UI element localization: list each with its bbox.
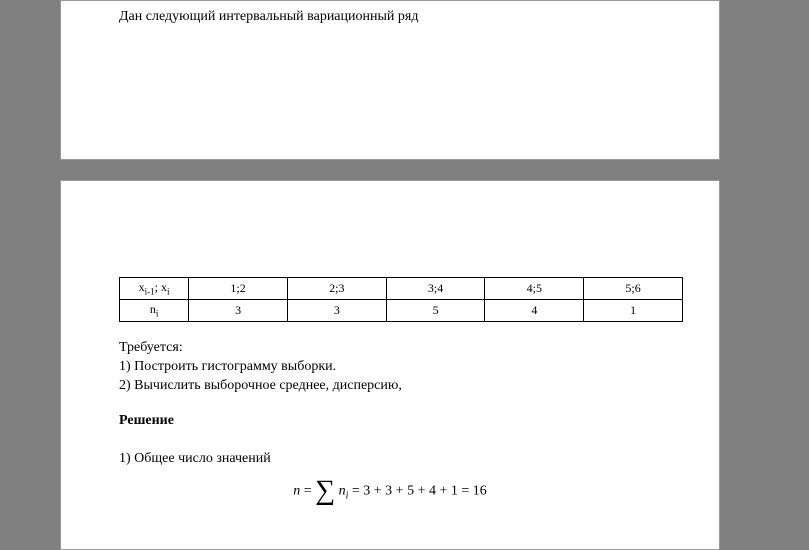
page-upper: Дан следующий интервальный вариационный …	[60, 0, 720, 160]
requirements-title: Требуется:	[119, 339, 402, 358]
formula-equals: =	[300, 484, 315, 499]
table-cell: 1;2	[189, 278, 288, 300]
formula-sum: n = ∑ ni = 3 + 3 + 5 + 4 + 1 = 16	[61, 483, 719, 501]
requirements-block: Требуется: 1) Построить гистограмму выбо…	[119, 339, 402, 396]
table-row: ni 3 3 5 4 1	[120, 300, 683, 322]
interval-table: xi-1; xi 1;2 2;3 3;4 4;5 5;6 ni 3 3 5 4 …	[119, 277, 683, 322]
table-cell: 2;3	[287, 278, 386, 300]
table-cell: 3	[189, 300, 288, 322]
page-lower: xi-1; xi 1;2 2;3 3;4 4;5 5;6 ni 3 3 5 4 …	[60, 180, 720, 550]
intro-text: Дан следующий интервальный вариационный …	[119, 9, 418, 25]
table-cell: 3;4	[386, 278, 485, 300]
formula-expansion: = 3 + 3 + 5 + 4 + 1 = 16	[348, 484, 486, 499]
table-row: xi-1; xi 1;2 2;3 3;4 4;5 5;6	[120, 278, 683, 300]
requirement-item: 1) Построить гистограмму выборки.	[119, 358, 402, 377]
solution-step-1: 1) Общее число значений	[119, 451, 271, 467]
table-cell: 5	[386, 300, 485, 322]
formula-var-ni: n	[339, 484, 346, 499]
data-table-container: xi-1; xi 1;2 2;3 3;4 4;5 5;6 ni 3 3 5 4 …	[119, 277, 683, 322]
table-cell: 3	[287, 300, 386, 322]
table-cell: 1	[584, 300, 683, 322]
row-header-counts: ni	[120, 300, 189, 322]
table-cell: 4;5	[485, 278, 584, 300]
table-cell: 4	[485, 300, 584, 322]
requirement-item: 2) Вычислить выборочное среднее, дисперс…	[119, 377, 402, 396]
row-header-intervals: xi-1; xi	[120, 278, 189, 300]
table-cell: 5;6	[584, 278, 683, 300]
sigma-symbol: ∑	[315, 483, 335, 500]
solution-header: Решение	[119, 413, 174, 429]
